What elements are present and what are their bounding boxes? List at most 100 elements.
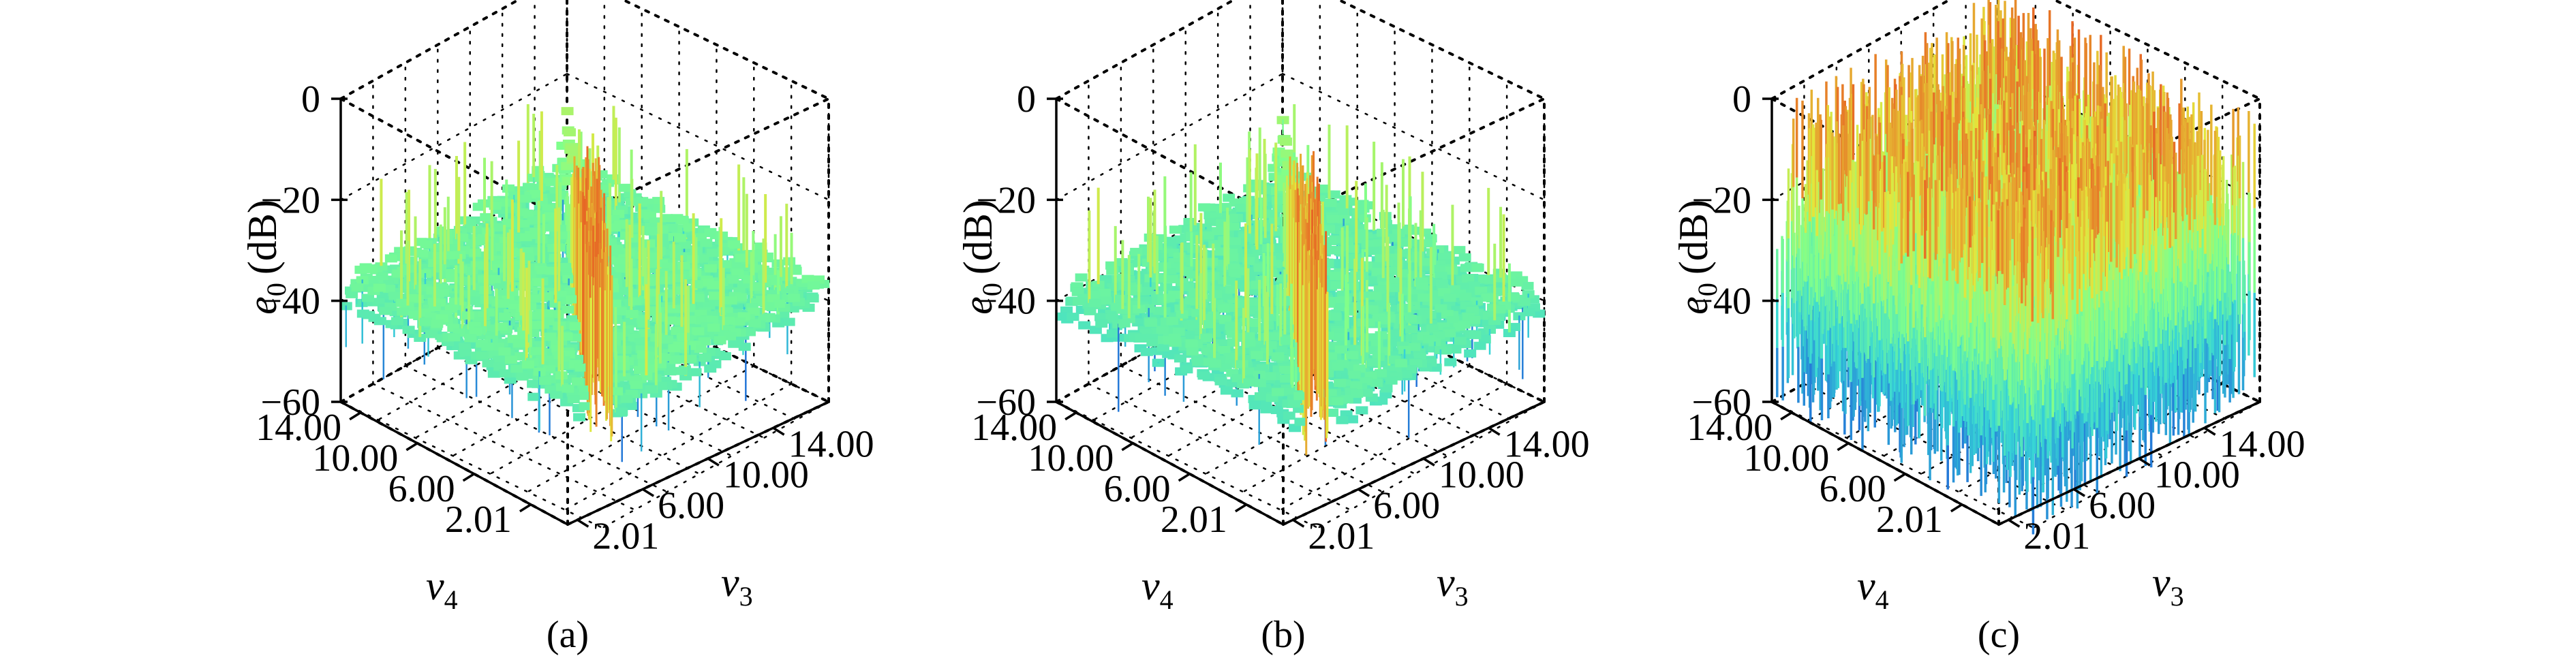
surface-patch <box>1072 297 1085 306</box>
surface-patch <box>402 326 415 334</box>
surface-patch <box>448 333 461 342</box>
surface-patch <box>522 183 535 191</box>
surface-patch <box>1443 293 1456 302</box>
surface-patch <box>566 145 579 154</box>
panel-caption: (b) <box>1261 614 1305 656</box>
v3-tick <box>1358 488 1370 497</box>
surface-patch <box>1243 378 1256 387</box>
surface-patch <box>1146 338 1159 347</box>
surface-patch <box>1248 401 1261 410</box>
v4-tick <box>1064 411 1077 421</box>
surface-patch <box>1369 292 1382 300</box>
surface-patch <box>527 379 540 388</box>
surface-patch <box>1367 358 1380 367</box>
surface-patch <box>380 307 393 315</box>
surface-patch <box>1201 231 1214 240</box>
surface-patch <box>573 413 586 422</box>
surface-patch <box>562 384 574 393</box>
surface-patch <box>1346 351 1359 360</box>
surface-patch <box>1078 321 1091 330</box>
surface-patch <box>748 307 761 316</box>
v3-axis-label: v3 <box>721 560 753 612</box>
surface-patch <box>707 281 720 289</box>
surface-patch <box>579 402 592 411</box>
v4-tick-label: 10.00 <box>1028 437 1114 480</box>
floor-grid-line <box>527 364 755 493</box>
surface-patch <box>1236 360 1248 368</box>
surface-patch <box>1329 312 1342 321</box>
surface-patch <box>1106 329 1119 338</box>
surface-patch <box>1279 365 1292 374</box>
surface-patch <box>351 283 364 292</box>
surface-patch <box>738 343 751 351</box>
surface-patch <box>1385 376 1398 385</box>
surface-patch <box>1075 273 1088 282</box>
z-axis-label-unit: (dB) <box>240 200 285 274</box>
surface-patch <box>1257 209 1270 218</box>
surface-patch <box>1228 269 1241 278</box>
surface-patch <box>482 359 495 368</box>
surface-patch <box>517 219 530 228</box>
surface-patch <box>1099 296 1112 305</box>
surface-patch <box>1186 347 1199 356</box>
surface-1 <box>339 104 830 462</box>
surface-patch <box>613 257 626 266</box>
surface-patch <box>705 315 718 324</box>
surface-patch <box>1272 352 1285 361</box>
surface-patch <box>362 294 375 302</box>
v3-tick <box>707 457 720 467</box>
surface-patch <box>567 395 580 404</box>
surface-patch <box>719 260 732 268</box>
surface-patch <box>677 261 690 270</box>
surface-patch <box>1267 209 1280 218</box>
surface-patch <box>521 360 534 369</box>
surface-patch <box>1231 389 1244 398</box>
surface-patch <box>497 299 510 308</box>
surface-patch <box>1165 274 1178 283</box>
surface-patch <box>530 347 543 356</box>
surface-patch <box>480 213 493 221</box>
surface-patch <box>1272 388 1284 396</box>
surface-patch <box>658 276 671 285</box>
surface-patch <box>1156 326 1169 334</box>
surface-patch <box>1280 137 1293 146</box>
surface-patch <box>1192 358 1205 366</box>
surface-patch <box>630 381 643 390</box>
surface-patch <box>1481 293 1494 302</box>
surface-patch <box>542 204 555 213</box>
surface-patch <box>724 332 737 341</box>
z-axis-label-subscript: 0 <box>977 283 1007 296</box>
surface-patch <box>1464 349 1477 358</box>
surface-patch <box>1276 274 1289 283</box>
v4-axis-label-symbol: v <box>1141 563 1160 608</box>
surface-patch <box>569 321 582 330</box>
box-edge <box>339 0 521 100</box>
v3-tick <box>642 488 655 497</box>
z-axis-label-symbol: e <box>240 296 285 315</box>
surface-patch <box>626 309 639 318</box>
surface-patch <box>354 266 367 274</box>
surface-patch <box>1166 316 1179 325</box>
surface-patch <box>807 281 820 290</box>
z-axis-label-subscript: 0 <box>261 283 292 296</box>
surface-patch <box>645 260 658 268</box>
surface-patch <box>1287 399 1300 408</box>
surface-patch <box>1336 415 1349 424</box>
surface-patch <box>1350 381 1363 390</box>
surface-patch <box>660 335 673 344</box>
surface-patch <box>566 295 579 304</box>
surface-patch <box>611 293 624 302</box>
surface-patch <box>1404 314 1417 323</box>
surface-patch <box>728 339 741 348</box>
surface-patch <box>1370 379 1383 388</box>
surface-patch <box>696 254 709 263</box>
surface-patch <box>706 249 719 257</box>
floor-grid-line <box>437 347 701 475</box>
v4-axis-label-symbol: v <box>426 563 444 608</box>
z-axis-label: e0 (dB) <box>240 200 292 315</box>
surface-patch <box>550 390 563 399</box>
v3-tick-label: 14.00 <box>1504 423 1590 465</box>
surface-patch <box>1294 418 1307 426</box>
surface-patch <box>1198 203 1211 212</box>
